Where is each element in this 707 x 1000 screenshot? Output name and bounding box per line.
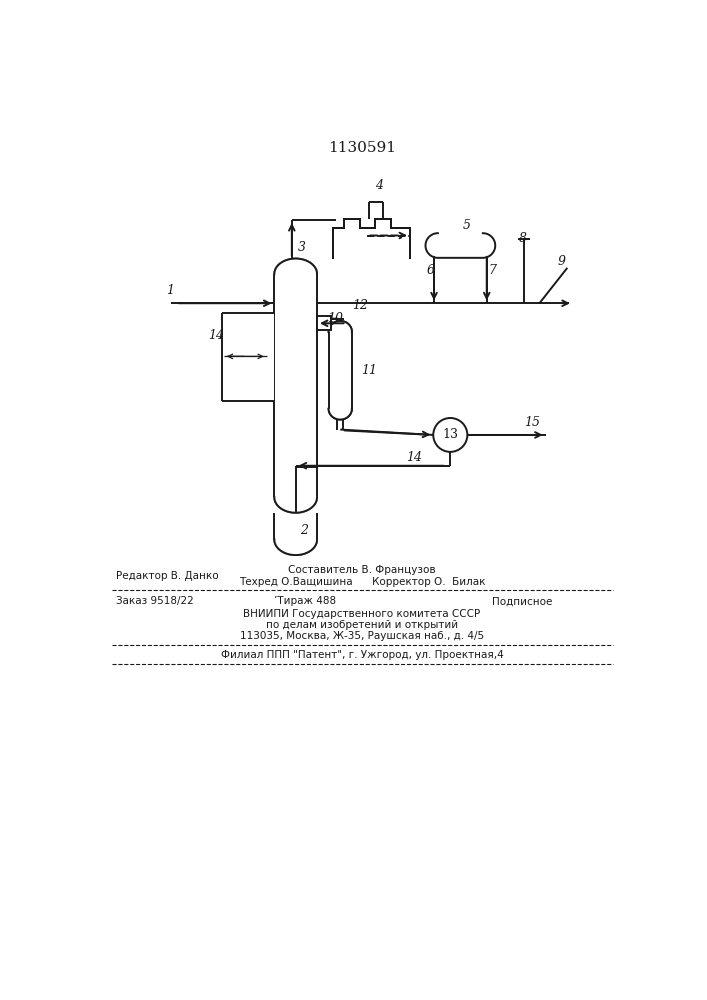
Text: 8: 8 bbox=[519, 232, 527, 245]
Text: 12: 12 bbox=[352, 299, 368, 312]
Polygon shape bbox=[274, 540, 317, 555]
Text: 3: 3 bbox=[298, 241, 305, 254]
Bar bbox=[329, 332, 352, 409]
Polygon shape bbox=[274, 497, 317, 513]
Text: 113035, Москва, Ж-35, Раушская наб., д. 4/5: 113035, Москва, Ж-35, Раушская наб., д. … bbox=[240, 631, 484, 641]
Text: Заказ 9518/22: Заказ 9518/22 bbox=[115, 596, 193, 606]
Text: Подписное: Подписное bbox=[492, 596, 553, 606]
Text: по делам изобретений и открытий: по делам изобретений и открытий bbox=[266, 620, 458, 630]
Text: 14: 14 bbox=[209, 329, 225, 342]
Text: 1130591: 1130591 bbox=[328, 141, 396, 155]
Text: Составитель В. Французов: Составитель В. Французов bbox=[288, 565, 436, 575]
Text: 14: 14 bbox=[406, 451, 422, 464]
Bar bbox=[274, 274, 317, 497]
Text: Редактор В. Данко: Редактор В. Данко bbox=[115, 571, 218, 581]
Text: ВНИИПИ Государственного комитета СССР: ВНИИПИ Государственного комитета СССР bbox=[243, 609, 481, 619]
Text: Филиал ППП "Патент", г. Ужгород, ул. Проектная,4: Филиал ППП "Патент", г. Ужгород, ул. Про… bbox=[221, 650, 503, 660]
Text: 15: 15 bbox=[524, 416, 540, 429]
Bar bbox=[222, 313, 274, 401]
Text: 7: 7 bbox=[489, 264, 496, 277]
Polygon shape bbox=[426, 233, 495, 258]
Bar bbox=[317, 316, 331, 330]
Text: 11: 11 bbox=[361, 364, 377, 377]
Text: 6: 6 bbox=[426, 264, 434, 277]
Text: 9: 9 bbox=[557, 255, 566, 268]
Polygon shape bbox=[274, 259, 317, 274]
Text: 2: 2 bbox=[300, 524, 308, 537]
Text: 1: 1 bbox=[166, 284, 174, 297]
Text: 13: 13 bbox=[443, 428, 458, 441]
Text: ’Тираж 488: ’Тираж 488 bbox=[274, 596, 337, 606]
Polygon shape bbox=[329, 321, 352, 332]
Polygon shape bbox=[329, 409, 352, 420]
Polygon shape bbox=[332, 219, 410, 259]
Text: 5: 5 bbox=[462, 219, 471, 232]
Text: 4: 4 bbox=[375, 179, 383, 192]
Text: 10: 10 bbox=[327, 312, 343, 325]
Text: Техред О.Ващишина      Корректор О.  Билак: Техред О.Ващишина Корректор О. Билак bbox=[239, 577, 485, 587]
Circle shape bbox=[433, 418, 467, 452]
